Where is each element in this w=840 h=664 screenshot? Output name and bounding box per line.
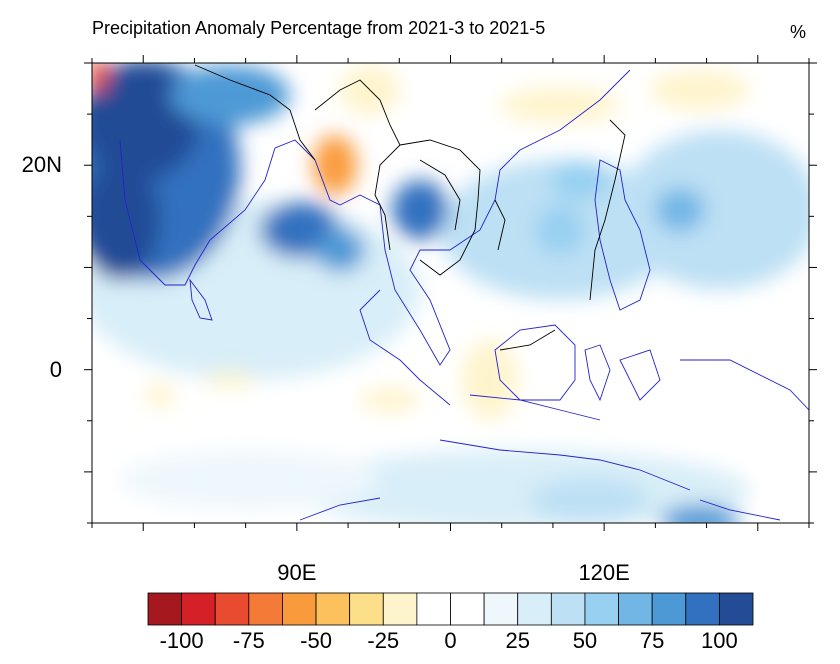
colorbar-swatch bbox=[248, 592, 283, 626]
colorbar-swatch bbox=[214, 592, 250, 626]
lat-label: 20N bbox=[21, 152, 62, 178]
lat-label: 0 bbox=[49, 356, 62, 382]
colorbar-label: -75 bbox=[232, 628, 265, 653]
anomaly-field bbox=[92, 63, 809, 523]
colorbar bbox=[147, 592, 754, 626]
colorbar-swatch bbox=[282, 592, 317, 626]
colorbar-label: 25 bbox=[505, 628, 530, 653]
colorbar-label: 0 bbox=[444, 628, 457, 653]
colorbar-swatch bbox=[618, 592, 653, 626]
colorbar-label: 100 bbox=[701, 628, 738, 653]
colorbar-swatch bbox=[382, 592, 418, 626]
colorbar-swatch bbox=[550, 592, 586, 626]
units-label: % bbox=[790, 22, 807, 42]
axis-ticks bbox=[84, 55, 817, 531]
colorbar-swatch bbox=[718, 592, 754, 626]
colorbar-swatch bbox=[416, 592, 451, 626]
map-title: Precipitation Anomaly Percentage from 20… bbox=[92, 18, 546, 38]
colorbar-swatch bbox=[483, 592, 519, 626]
colorbar-swatch bbox=[517, 592, 552, 626]
colorbar-swatch bbox=[349, 592, 384, 626]
colorbar-swatch bbox=[584, 592, 619, 626]
colorbar-swatch bbox=[315, 592, 351, 626]
colorbar-label: -25 bbox=[367, 628, 400, 653]
colorbar-swatch bbox=[685, 592, 720, 626]
lon-label: 90E bbox=[277, 560, 317, 585]
coastlines bbox=[119, 69, 809, 521]
colorbar-label: 75 bbox=[639, 628, 665, 653]
country-borders bbox=[194, 64, 626, 351]
colorbar-swatch bbox=[450, 592, 485, 626]
lon-label: 120E bbox=[578, 560, 630, 585]
colorbar-label: 50 bbox=[572, 628, 598, 653]
colorbar-label: -50 bbox=[300, 628, 332, 653]
colorbar-swatch bbox=[181, 592, 216, 626]
colorbar-swatch bbox=[147, 592, 183, 626]
colorbar-swatch bbox=[651, 592, 687, 626]
colorbar-label: -100 bbox=[159, 628, 204, 653]
